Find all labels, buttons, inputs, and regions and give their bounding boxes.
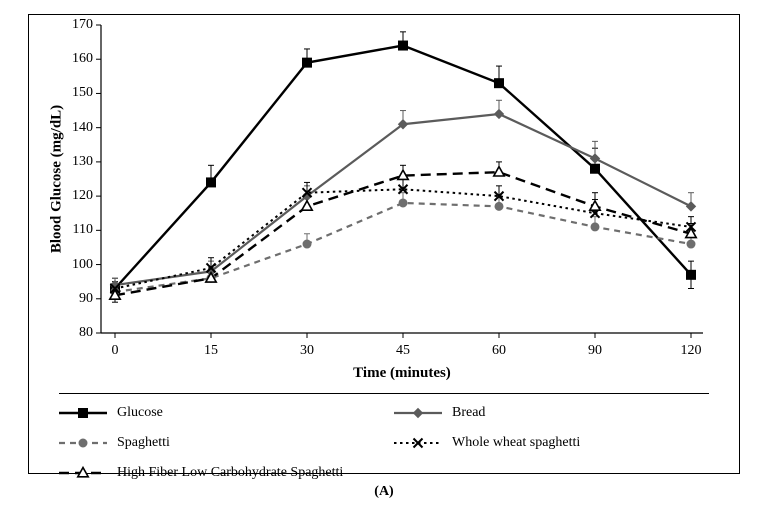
- ytick-label: 150: [33, 85, 93, 101]
- xtick-label: 0: [95, 343, 135, 359]
- y-axis-label: Blood Glucose (mg/dL): [47, 25, 67, 333]
- ytick-label: 130: [33, 154, 93, 170]
- ytick-label: 110: [33, 222, 93, 238]
- ytick-label: 120: [33, 188, 93, 204]
- ytick-label: 90: [33, 291, 93, 307]
- ytick-label: 160: [33, 51, 93, 67]
- legend-label: Spaghetti: [117, 435, 170, 451]
- legend-label: Bread: [452, 405, 485, 421]
- legend-label: High Fiber Low Carbohydrate Spaghetti: [117, 465, 343, 481]
- ytick-label: 80: [33, 325, 93, 341]
- legend-grid: Glucose Bread Spaghetti Whole wheat spaghet…: [59, 404, 709, 482]
- xtick-label: 30: [287, 343, 327, 359]
- xtick-label: 90: [575, 343, 615, 359]
- legend-swatch: [59, 464, 107, 482]
- legend: Glucose Bread Spaghetti Whole wheat spaghet…: [59, 393, 709, 482]
- legend-swatch: [59, 434, 107, 452]
- legend-label: Whole wheat spaghetti: [452, 435, 580, 451]
- legend-swatch: [394, 404, 442, 422]
- legend-swatch: [59, 404, 107, 422]
- series-line: [115, 203, 691, 292]
- x-axis-label: Time (minutes): [101, 365, 703, 382]
- legend-swatch: [394, 434, 442, 452]
- xtick-label: 45: [383, 343, 423, 359]
- ytick-label: 140: [33, 120, 93, 136]
- legend-item: Bread: [394, 404, 709, 422]
- ytick-label: 170: [33, 17, 93, 33]
- xtick-label: 15: [191, 343, 231, 359]
- plot-svg: [101, 25, 703, 333]
- plot-area: Blood Glucose (mg/dL) Time (minutes) 809…: [101, 25, 703, 333]
- ytick-label: 100: [33, 257, 93, 273]
- chart-frame: Blood Glucose (mg/dL) Time (minutes) 80 9…: [28, 14, 740, 474]
- panel-label: (A): [0, 484, 768, 500]
- xtick-label: 120: [671, 343, 711, 359]
- legend-item: High Fiber Low Carbohydrate Spaghetti: [59, 464, 374, 482]
- legend-item: Glucose: [59, 404, 374, 422]
- legend-item: Whole wheat spaghetti: [394, 434, 709, 452]
- legend-item: Spaghetti: [59, 434, 374, 452]
- legend-label: Glucose: [117, 405, 163, 421]
- xtick-label: 60: [479, 343, 519, 359]
